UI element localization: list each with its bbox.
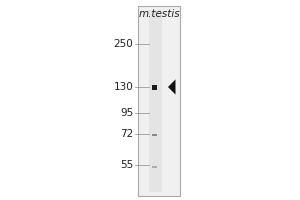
Text: 130: 130: [114, 82, 134, 92]
Bar: [152, 166, 157, 168]
Bar: [152, 84, 157, 90]
Text: 250: 250: [114, 39, 134, 49]
Bar: [152, 134, 157, 136]
Polygon shape: [168, 79, 176, 95]
Text: m.testis: m.testis: [138, 9, 180, 19]
Text: 72: 72: [120, 129, 134, 139]
Text: 55: 55: [120, 160, 134, 170]
Text: 95: 95: [120, 108, 134, 118]
Bar: [138, 6, 180, 196]
Bar: [148, 10, 162, 192]
